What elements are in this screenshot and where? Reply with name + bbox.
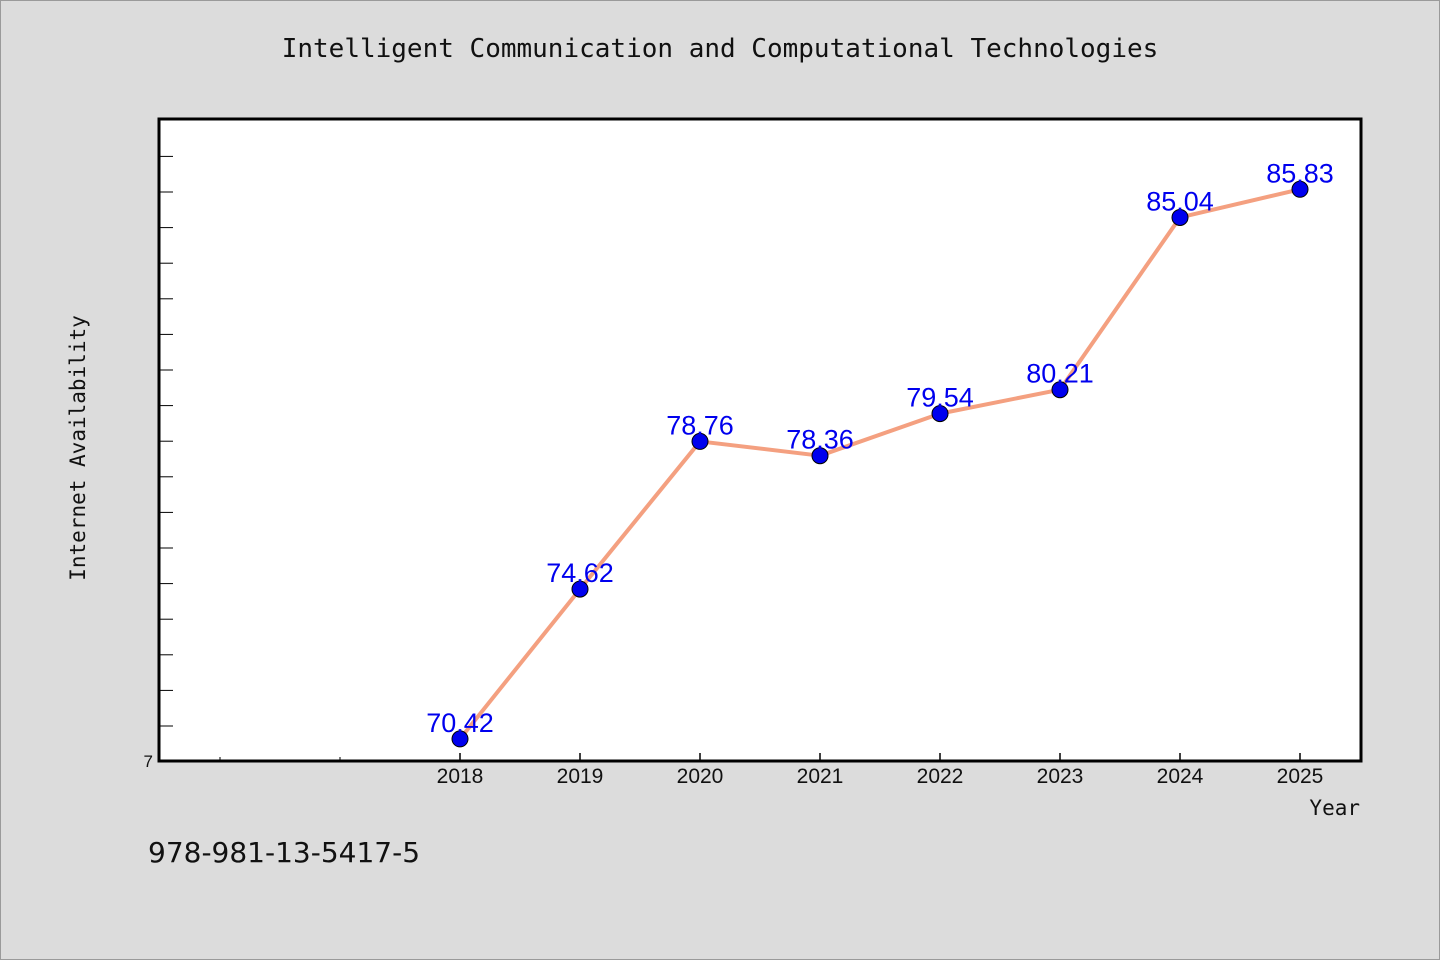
series-line — [458, 187, 1301, 741]
data-point — [931, 405, 949, 423]
data-label: 78.76 — [666, 410, 734, 440]
data-label: 85.04 — [1146, 186, 1214, 216]
plot-area — [157, 117, 1363, 763]
x-tick-label: 2020 — [677, 765, 724, 788]
data-point — [811, 447, 829, 465]
data-point — [451, 730, 469, 748]
data-label: 85.83 — [1266, 158, 1334, 188]
x-tick-label: 2019 — [557, 765, 604, 788]
data-point — [691, 432, 709, 450]
data-point — [1171, 208, 1189, 226]
x-tick-label: 2023 — [1037, 765, 1084, 788]
data-point — [571, 580, 589, 598]
x-tick-label: 2022 — [917, 765, 964, 788]
x-tick-label: 2024 — [1157, 765, 1204, 788]
x-tick-label: 2018 — [437, 765, 484, 788]
data-label: 80.21 — [1026, 359, 1094, 389]
x-tick-label: 2021 — [797, 765, 844, 788]
data-label: 79.54 — [906, 383, 974, 413]
chart-title: Intelligent Communication and Computatio… — [281, 34, 1159, 64]
isbn-text: 978-981-13-5417-5 — [148, 836, 421, 869]
x-axis-label: Year — [1309, 796, 1360, 820]
data-point — [1051, 381, 1069, 399]
data-label: 78.36 — [786, 425, 854, 455]
data-label: 74.62 — [546, 558, 614, 588]
x-tick-label: 2025 — [1277, 765, 1324, 788]
data-point — [1291, 180, 1309, 198]
data-label: 70.42 — [426, 708, 494, 738]
y-tick-label: 7 — [144, 752, 153, 771]
